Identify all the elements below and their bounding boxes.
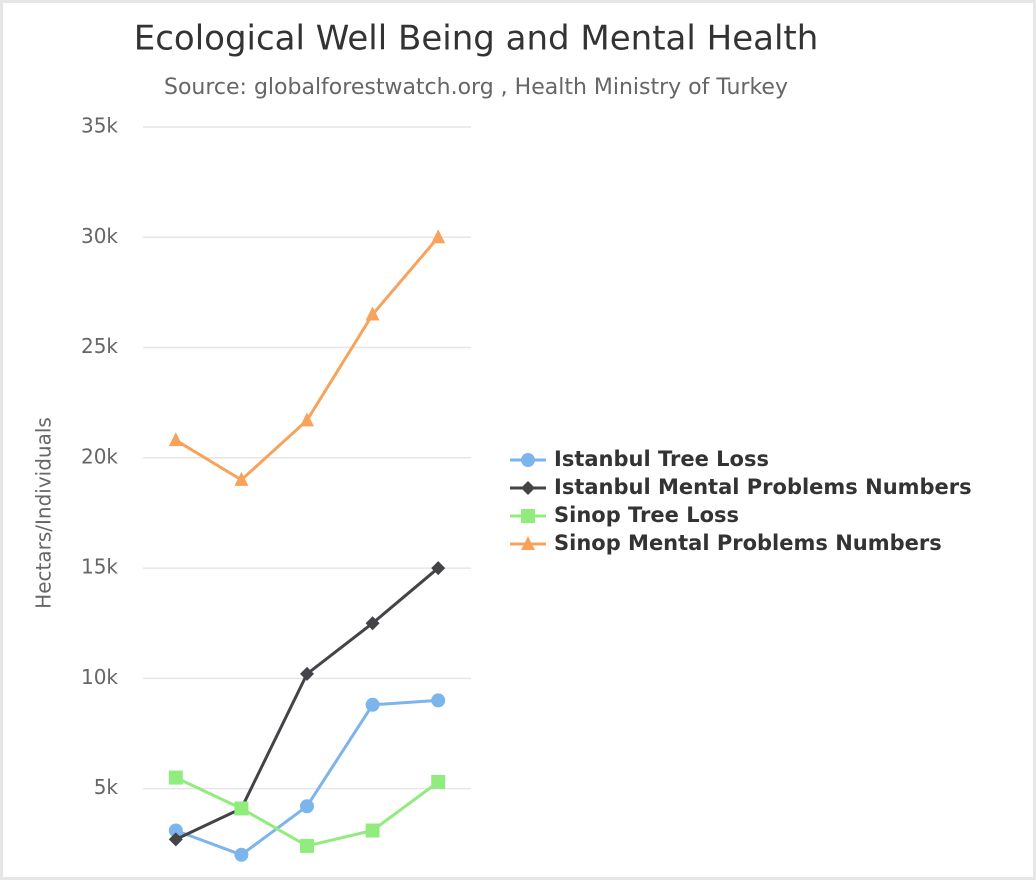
data-point <box>300 412 314 427</box>
legend-marker <box>521 536 535 550</box>
y-tick-label: 5k <box>94 775 119 799</box>
data-point <box>431 229 446 244</box>
data-point <box>234 801 249 816</box>
chart-title: Ecological Well Being and Mental Health <box>134 19 819 59</box>
chart-subtitle: Source: globalforestwatch.org , Health M… <box>164 75 788 100</box>
legend-label: Istanbul Mental Problems Numbers <box>554 475 972 499</box>
legend-label: Istanbul Tree Loss <box>554 447 769 471</box>
data-point <box>168 823 183 838</box>
legend-marker <box>521 481 535 495</box>
legend-marker <box>521 453 535 467</box>
y-tick-label: 10k <box>81 665 118 689</box>
y-tick-label: 35k <box>81 114 118 138</box>
y-tick-label: 15k <box>81 555 118 579</box>
y-tick-label: 20k <box>81 444 118 468</box>
y-tick-label: 30k <box>81 224 118 248</box>
data-point <box>365 616 380 631</box>
data-point <box>431 693 446 708</box>
data-point <box>365 697 380 712</box>
data-point <box>168 770 183 785</box>
y-tick-label: 25k <box>81 334 118 358</box>
data-point <box>168 832 183 847</box>
data-point <box>168 432 183 447</box>
data-point <box>431 774 446 789</box>
legend-label: Sinop Tree Loss <box>554 503 739 527</box>
data-point <box>300 666 314 681</box>
data-point <box>234 847 249 862</box>
data-point <box>234 471 249 486</box>
y-axis-title: Hectars/Individuals <box>32 417 56 609</box>
data-point <box>365 823 380 838</box>
legend-marker <box>521 509 535 523</box>
legend-label: Sinop Mental Problems Numbers <box>554 531 942 555</box>
data-point <box>365 306 380 321</box>
data-point <box>300 838 314 853</box>
data-point <box>300 799 314 814</box>
data-point <box>431 561 446 576</box>
